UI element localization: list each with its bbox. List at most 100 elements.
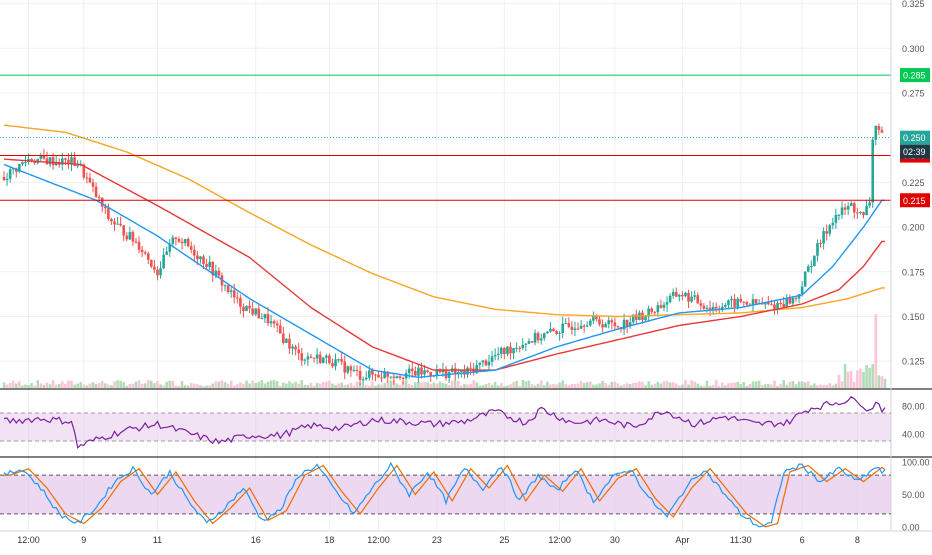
- volume-bar: [856, 370, 859, 388]
- candle: [380, 371, 383, 383]
- candle: [613, 317, 617, 330]
- candle: [518, 345, 522, 353]
- candle-body: [647, 308, 650, 317]
- candle-body: [846, 206, 850, 210]
- candle: [862, 211, 865, 219]
- price-axis[interactable]: 0.325 0.300 0.275 0.225 0.200 0.175 0.150 0.125…: [902, 0, 930, 532]
- candle: [189, 241, 193, 254]
- volume-bar: [444, 383, 448, 388]
- candle: [168, 238, 172, 257]
- volume-bar: [300, 380, 304, 388]
- volume-bar: [496, 385, 500, 388]
- candle-body: [576, 328, 580, 330]
- volume-bar: [653, 383, 657, 388]
- candle-body: [736, 298, 739, 307]
- volume-bar: [239, 382, 242, 388]
- volume-bar: [346, 384, 350, 388]
- candle: [100, 197, 104, 213]
- candle-body: [315, 354, 319, 359]
- candle: [770, 299, 773, 306]
- candle: [426, 369, 429, 373]
- candle-body: [383, 372, 386, 379]
- volume-bar: [97, 383, 101, 388]
- volume-bar: [475, 382, 479, 388]
- volume-bar: [546, 381, 549, 388]
- candle: [137, 236, 141, 254]
- time-axis-tick-label: 30: [610, 535, 620, 545]
- volume-bar: [859, 368, 862, 388]
- volume-bar: [383, 383, 386, 388]
- candle-body: [386, 372, 390, 377]
- candle-body: [125, 235, 129, 240]
- volume-bar: [432, 382, 436, 388]
- candle: [300, 347, 304, 366]
- candle-body: [251, 308, 254, 315]
- volume-bar: [650, 384, 654, 388]
- candle-body: [361, 379, 365, 381]
- candle-body: [816, 243, 819, 256]
- volume-bar: [693, 381, 696, 388]
- volume-bar: [438, 381, 442, 388]
- candle: [303, 358, 307, 365]
- volume-bar: [604, 383, 607, 388]
- candle: [487, 354, 491, 370]
- price-axis-tick-label: 0.275: [902, 88, 925, 98]
- volume-bar: [36, 380, 40, 388]
- volume-bar: [404, 380, 408, 388]
- candle: [193, 245, 196, 263]
- stoch-k-line: [3, 461, 886, 528]
- candle: [398, 374, 402, 381]
- candle-body: [171, 237, 175, 244]
- price-axis-tick-label: 0.325: [902, 0, 925, 9]
- candle: [297, 343, 300, 361]
- volume-bar: [542, 385, 546, 388]
- candle-body: [64, 158, 67, 160]
- candle: [564, 318, 568, 325]
- candle: [533, 329, 537, 346]
- candle-body: [589, 320, 592, 326]
- candle-body: [2, 177, 6, 181]
- candle: [410, 362, 414, 378]
- volume-bar: [171, 381, 175, 388]
- candle-body: [490, 356, 494, 362]
- candle: [816, 239, 819, 262]
- candle-body: [453, 368, 457, 374]
- bar-countdown-tag[interactable]: 02:39: [900, 144, 930, 159]
- candle: [328, 353, 331, 365]
- candle: [116, 217, 119, 225]
- candle: [524, 342, 528, 352]
- price-level-tag[interactable]: 0.285: [900, 68, 930, 83]
- volume-bar: [674, 383, 678, 388]
- last-price-tag[interactable]: 0.250: [900, 130, 930, 145]
- candle-body: [665, 302, 669, 305]
- candle: [582, 324, 586, 333]
- candle: [146, 251, 150, 265]
- volume-bar: [441, 382, 445, 388]
- ema-mid-line: [3, 158, 885, 371]
- candle-body: [668, 295, 672, 303]
- time-axis[interactable]: 12:00 9 11 16 18 12:00 23 25 12:00 30 Apr 11:30 6 8: [17, 535, 860, 545]
- volume-bar: [748, 384, 752, 388]
- volume-bar: [24, 384, 27, 388]
- candle-body: [183, 239, 187, 244]
- volume-bar: [478, 385, 482, 388]
- candle: [156, 266, 159, 281]
- candle-body: [297, 349, 300, 354]
- candle: [291, 344, 294, 355]
- candle-body: [401, 377, 405, 379]
- candle-body: [785, 297, 789, 308]
- candle-body: [598, 319, 601, 325]
- volume-bar: [810, 385, 813, 388]
- candle-body: [542, 333, 546, 339]
- candle-body: [85, 177, 89, 179]
- candle-body: [806, 266, 810, 272]
- candle-body: [622, 319, 626, 330]
- volume-bar: [196, 384, 199, 388]
- candle-body: [499, 347, 503, 354]
- price-level-tag-bg: [900, 68, 930, 83]
- candle-body: [570, 326, 574, 330]
- volume-bar: [770, 384, 773, 388]
- price-level-tag[interactable]: 0.215: [900, 193, 930, 208]
